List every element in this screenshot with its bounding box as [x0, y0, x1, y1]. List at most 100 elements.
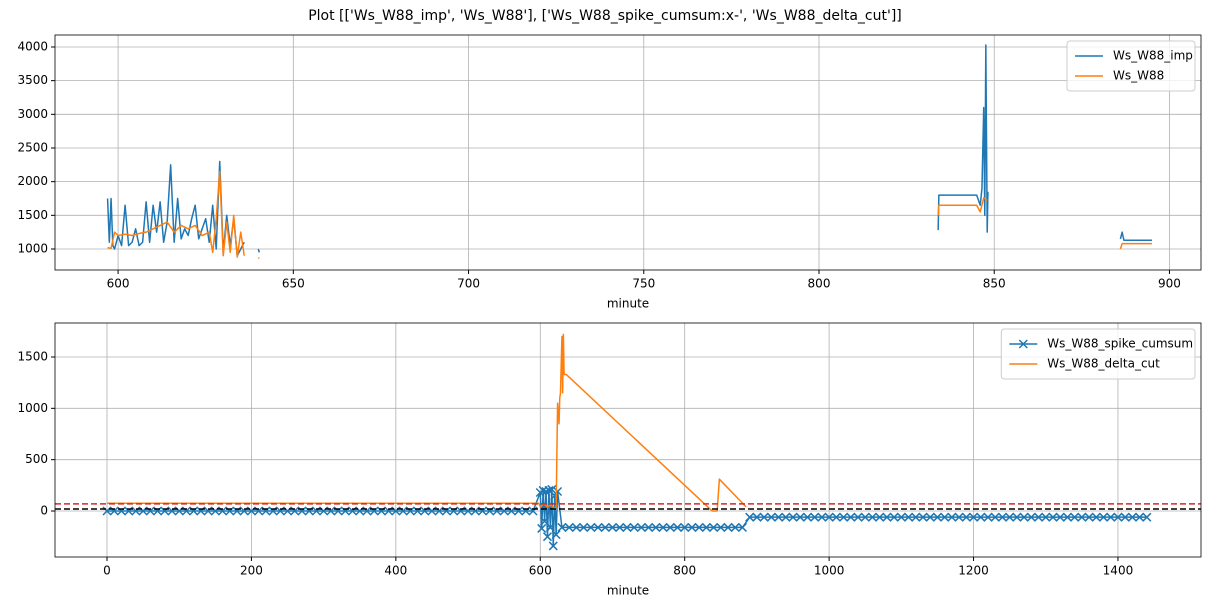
x-marker [932, 512, 942, 522]
x-marker [1070, 512, 1080, 522]
x-tick-label: 800 [673, 564, 696, 578]
x-marker [537, 523, 547, 533]
x-tick-label: 0 [103, 564, 111, 578]
legend-box [1000, 328, 1196, 380]
legend-marker [1018, 339, 1028, 349]
x-marker [889, 512, 899, 522]
x-marker [867, 512, 877, 522]
x-marker [976, 512, 986, 522]
series-line [106, 488, 1147, 547]
x-marker [774, 512, 784, 522]
x-marker [579, 522, 589, 532]
x-marker [1091, 512, 1101, 522]
x-marker [737, 522, 747, 532]
x-marker [1142, 512, 1152, 522]
y-tick-label: 3000 [17, 107, 48, 121]
x-marker [817, 512, 827, 522]
x-marker [853, 512, 863, 522]
x-marker [1113, 512, 1123, 522]
x-tick-label: 750 [632, 277, 655, 291]
x-marker [788, 512, 798, 522]
x-marker [548, 541, 558, 551]
x-marker [947, 512, 957, 522]
series-line [107, 170, 1152, 260]
series-line [106, 333, 747, 512]
x-tick-label: 900 [1158, 277, 1181, 291]
x-marker [541, 486, 551, 497]
x-marker [586, 522, 596, 532]
x-tick-label: 1200 [958, 564, 989, 578]
x-marker [875, 512, 885, 522]
x-marker [925, 512, 935, 522]
x-marker [911, 512, 921, 522]
x-marker [687, 522, 697, 532]
x-marker [1048, 512, 1058, 522]
axes-frame [54, 34, 1202, 271]
x-marker [636, 522, 646, 532]
x-marker [795, 512, 805, 522]
x-marker [644, 522, 654, 532]
x-marker [553, 486, 563, 497]
x-marker [665, 522, 675, 532]
x-marker [723, 522, 733, 532]
x-marker [1012, 512, 1022, 522]
y-tick-label: 3500 [17, 73, 48, 87]
x-marker [1077, 512, 1087, 522]
x-marker [672, 522, 682, 532]
x-marker [1098, 512, 1109, 522]
x-marker [831, 512, 841, 522]
x-marker [904, 512, 914, 522]
x-marker [615, 522, 625, 532]
x-marker [961, 512, 971, 522]
x-marker [1005, 512, 1015, 522]
x-marker [810, 512, 820, 522]
x-marker [542, 532, 553, 542]
x-marker [940, 512, 950, 522]
x-marker [600, 522, 610, 532]
x-marker [860, 512, 870, 522]
x-tick-label: 400 [384, 564, 407, 578]
x-marker [954, 512, 964, 522]
x-tick-label: 850 [983, 277, 1006, 291]
x-marker [839, 512, 849, 522]
x-marker [716, 522, 726, 532]
figure-title: Plot [['Ws_W88_imp', 'Ws_W88'], ['Ws_W88… [308, 8, 902, 24]
legend-label: Ws_W88_delta_cut [1047, 357, 1160, 371]
x-tick-label: 600 [107, 277, 130, 291]
x-marker [1120, 512, 1130, 522]
x-marker [983, 512, 993, 522]
x-marker [969, 512, 979, 522]
x-marker [882, 512, 892, 522]
x-marker [551, 530, 561, 540]
x-marker [1084, 512, 1094, 522]
x-tick-label: 700 [457, 277, 480, 291]
series-line [106, 44, 1152, 257]
legend-box [1066, 40, 1196, 92]
x-marker [1041, 512, 1051, 522]
x-tick-label: 1400 [1103, 564, 1134, 578]
x-marker [651, 522, 661, 532]
y-tick-label: 1500 [17, 208, 48, 222]
x-marker [622, 522, 632, 532]
x-marker [1135, 512, 1145, 522]
x-marker [745, 512, 755, 522]
x-marker [1106, 512, 1116, 522]
x-marker [629, 522, 639, 532]
x-marker [545, 522, 555, 532]
x-marker [550, 491, 560, 501]
x-marker [564, 522, 574, 532]
plot-area [106, 44, 1152, 260]
x-marker [1127, 512, 1137, 522]
x-marker [680, 522, 690, 532]
x-marker [766, 512, 776, 522]
x-marker [571, 522, 581, 532]
x-marker [759, 512, 769, 522]
x-marker [781, 512, 791, 522]
x-tick-label: 1000 [814, 564, 845, 578]
x-marker [607, 522, 618, 532]
x-marker [709, 522, 719, 532]
x-marker [1033, 512, 1044, 522]
x-marker [997, 512, 1007, 522]
x-tick-label: 600 [529, 564, 552, 578]
